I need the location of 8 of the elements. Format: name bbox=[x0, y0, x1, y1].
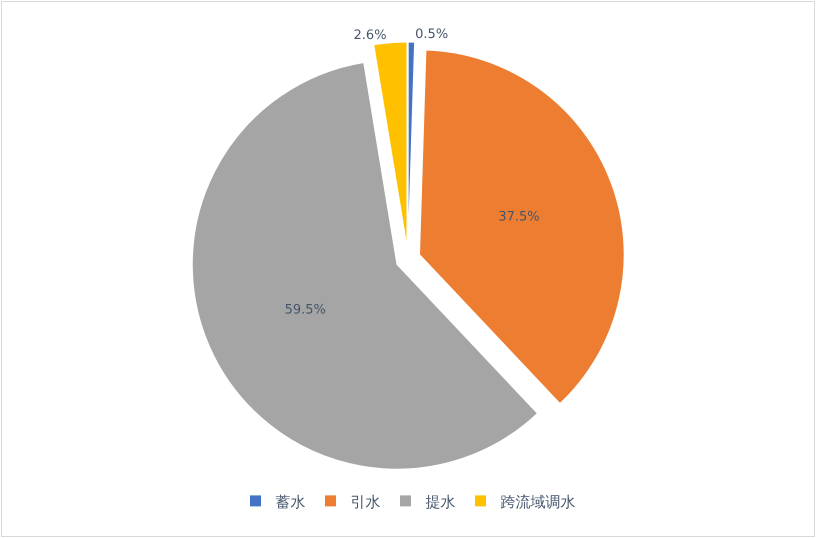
legend-label: 提水 bbox=[426, 492, 456, 511]
legend-label: 引水 bbox=[350, 492, 380, 511]
data-label: 37.5% bbox=[498, 209, 540, 224]
legend-label: 蓄水 bbox=[276, 492, 306, 511]
legend-label: 跨流域调水 bbox=[500, 492, 576, 511]
data-label: 59.5% bbox=[284, 302, 326, 318]
data-label: 0.5% bbox=[415, 27, 448, 42]
data-label: 2.6% bbox=[354, 28, 387, 43]
